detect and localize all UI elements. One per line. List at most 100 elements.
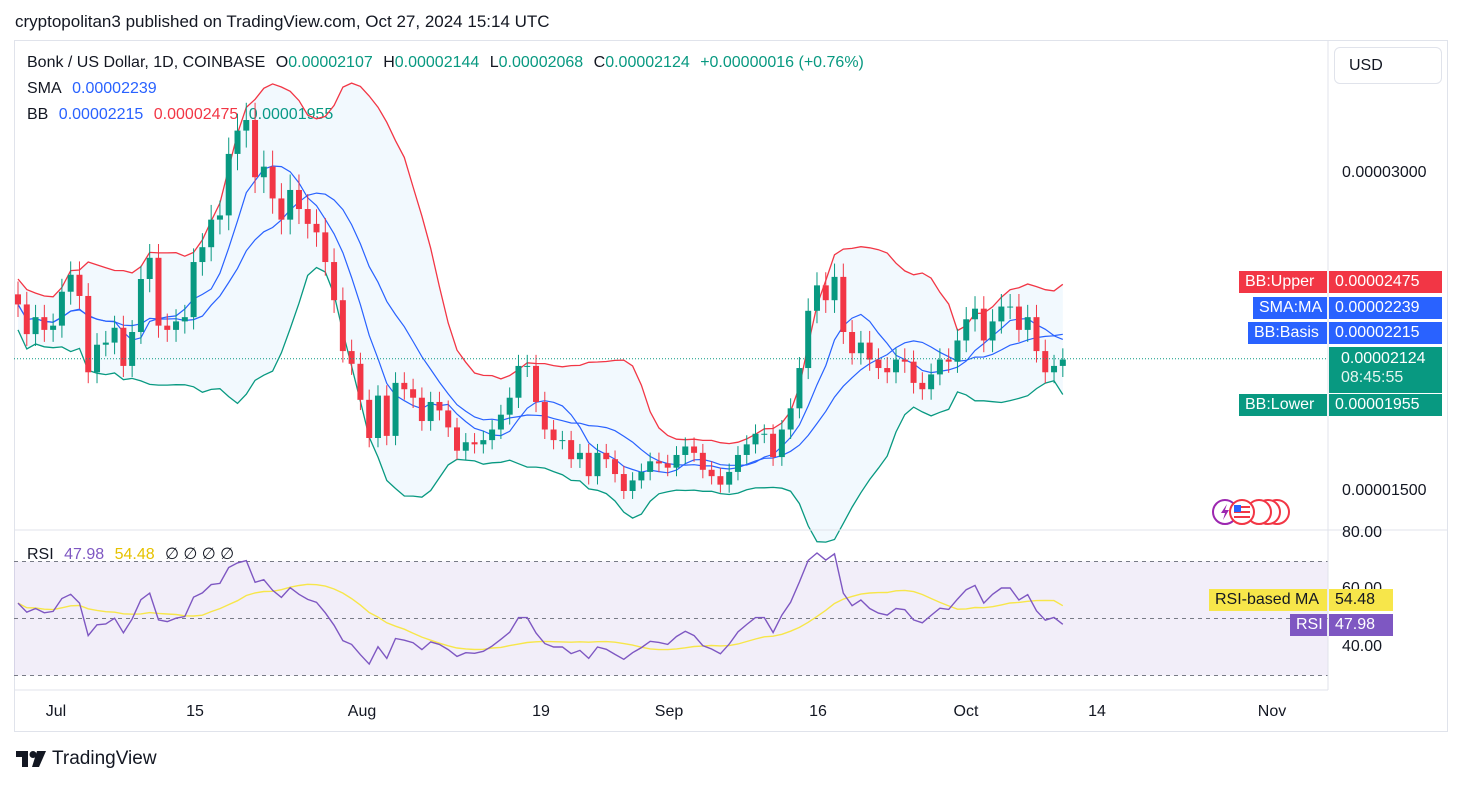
candle xyxy=(796,357,803,419)
candle-body xyxy=(1051,365,1058,373)
bb-basis-tag-value: 0.00002215 xyxy=(1329,322,1442,344)
candle-body xyxy=(94,344,101,373)
candle xyxy=(85,283,92,384)
candle xyxy=(471,433,478,454)
candle-body xyxy=(901,359,908,362)
candle-body xyxy=(146,257,153,279)
candle xyxy=(23,291,30,346)
candle xyxy=(243,102,250,148)
candle-body xyxy=(647,461,654,472)
economic-events-icons[interactable] xyxy=(1210,497,1290,527)
bb-legend[interactable]: BB 0.00002215 0.00002475 0.00001955 xyxy=(27,106,339,124)
candle xyxy=(691,437,698,462)
candle-body xyxy=(331,262,338,301)
rsi-label: RSI xyxy=(27,546,54,563)
candle xyxy=(331,248,338,313)
candle-body xyxy=(278,198,285,220)
candle xyxy=(304,194,311,239)
candle-body xyxy=(137,279,144,332)
candle-body xyxy=(339,300,346,352)
open-value: 0.00002107 xyxy=(288,54,373,71)
candle-body xyxy=(805,310,812,369)
candle xyxy=(120,315,127,377)
candle-body xyxy=(357,363,364,400)
symbol-legend: Bonk / US Dollar, 1D, COINBASE O0.000021… xyxy=(27,54,870,72)
rsi-legend[interactable]: RSI 47.98 54.48 ∅ ∅ ∅ ∅ xyxy=(27,544,240,564)
candle xyxy=(682,437,689,464)
price-tick: 0.00003000 xyxy=(1342,164,1427,181)
candle-body xyxy=(418,397,425,422)
candle-body xyxy=(682,446,689,455)
candle xyxy=(541,391,548,440)
bb-basis-tag-label: BB:Basis xyxy=(1248,322,1327,344)
brand-name: TradingView xyxy=(52,748,157,769)
x-tick: 16 xyxy=(809,703,827,720)
candle-body xyxy=(559,440,566,442)
candle-body xyxy=(225,153,232,216)
bb-upper-line xyxy=(17,82,1064,445)
candle xyxy=(418,387,425,431)
last-price-value: 0.00002124 xyxy=(1341,350,1426,367)
candle xyxy=(515,354,522,409)
currency-selector-button[interactable]: USD xyxy=(1334,47,1442,84)
candle-body xyxy=(524,365,531,367)
tradingview-logo[interactable]: TradingView xyxy=(16,748,157,770)
candle-body xyxy=(541,401,548,430)
bb-upper-value: 0.00002475 xyxy=(153,106,239,123)
candle-body xyxy=(638,471,645,481)
candle-body xyxy=(410,389,417,398)
candle-body xyxy=(893,359,899,373)
candle-body xyxy=(857,342,864,354)
candle xyxy=(699,443,706,479)
candle xyxy=(770,424,777,466)
low-label: L xyxy=(489,54,499,71)
sma-legend[interactable]: SMA 0.00002239 xyxy=(27,80,163,98)
candle-body xyxy=(849,332,856,354)
candle xyxy=(752,424,759,454)
candle xyxy=(357,352,364,411)
candle xyxy=(629,472,636,499)
candle-body xyxy=(1059,359,1066,366)
candle-body xyxy=(1007,306,1014,308)
candle-body xyxy=(304,209,311,224)
candle-body xyxy=(41,317,48,330)
candle xyxy=(1024,304,1031,342)
candle xyxy=(50,313,57,342)
candle-body xyxy=(50,325,57,330)
candle-body xyxy=(120,327,127,366)
candle xyxy=(893,348,899,384)
tradingview-logo-icon xyxy=(16,751,46,767)
candle xyxy=(1015,293,1022,342)
candle xyxy=(392,372,399,446)
candle xyxy=(761,424,768,444)
candle-body xyxy=(181,317,188,322)
candle xyxy=(568,430,575,468)
candle xyxy=(1033,304,1040,363)
rsi-tick: 40.00 xyxy=(1342,638,1383,655)
candle-body xyxy=(436,401,443,411)
candle xyxy=(366,389,373,448)
candle-body xyxy=(1015,306,1022,330)
candle xyxy=(638,463,645,489)
candle-body xyxy=(85,295,92,373)
x-tick: 14 xyxy=(1088,703,1106,720)
candle-body xyxy=(928,374,935,390)
candle xyxy=(278,183,285,235)
candle-body xyxy=(787,408,794,430)
high-label: H xyxy=(383,54,395,71)
candle xyxy=(480,430,487,454)
close-value: 0.00002124 xyxy=(605,54,690,71)
candle xyxy=(287,174,294,235)
candle-body xyxy=(954,340,961,362)
candle xyxy=(383,385,390,446)
candle-body xyxy=(1024,317,1031,330)
rsi-value: 47.98 xyxy=(64,546,105,563)
candle-body xyxy=(717,476,724,485)
candle-body xyxy=(612,459,619,475)
candle-body xyxy=(383,395,390,436)
candle xyxy=(945,348,952,373)
candle-body xyxy=(945,359,952,362)
candle-body xyxy=(831,276,838,301)
candle-body xyxy=(796,368,803,409)
